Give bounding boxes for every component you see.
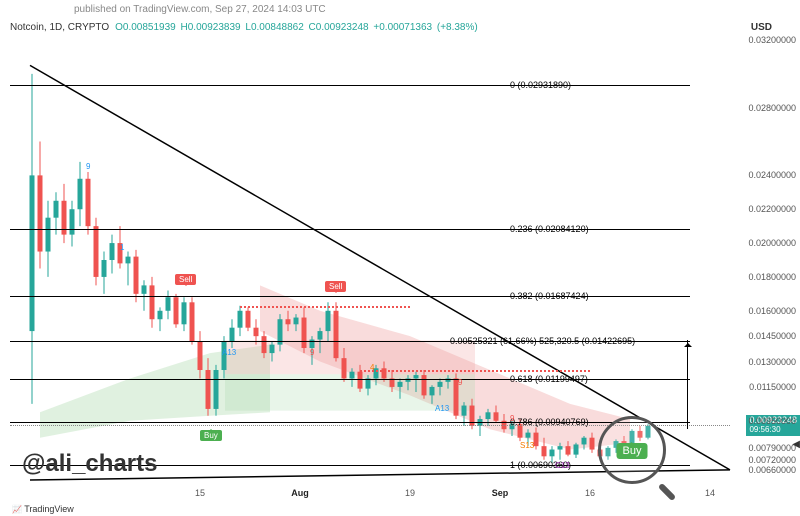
indicator-label: 9 <box>510 414 514 423</box>
magnifier-icon: Buy <box>598 416 666 484</box>
resistance-line <box>240 306 410 308</box>
y-tick: 0.01450000 <box>748 331 796 341</box>
fib-label: 0 (0.02931890) <box>510 80 571 90</box>
ohlc-values: O0.00851939 H0.00923839 L0.00848862 C0.0… <box>115 22 480 33</box>
indicator-label: 9 <box>86 162 90 171</box>
y-tick: 0.02400000 <box>748 170 796 180</box>
indicator-label: 9 <box>458 378 462 387</box>
published-line: published on TradingView.com, Sep 27, 20… <box>74 4 326 15</box>
y-tick: 0.00790000 <box>748 443 796 453</box>
x-tick: Aug <box>291 488 309 498</box>
x-tick: 15 <box>195 488 205 498</box>
y-tick: 0.01600000 <box>748 306 796 316</box>
symbol-label: Notcoin, 1D, CRYPTO <box>10 22 109 33</box>
pct-val: (+8.38%) <box>437 22 478 33</box>
indicator-label: 9 <box>310 348 314 357</box>
plot-svg <box>10 40 730 480</box>
x-tick: 19 <box>405 488 415 498</box>
fib-label: 0.618 (0.01199497) <box>510 374 588 384</box>
x-tick: 14 <box>705 488 715 498</box>
y-tick: 0.02800000 <box>748 103 796 113</box>
tradingview-logo: TradingView <box>12 504 74 514</box>
buy-signal: Buy <box>617 443 648 459</box>
sell-marker: Sell <box>175 274 196 285</box>
resistance-line <box>360 370 590 372</box>
fib-line <box>10 85 690 86</box>
y-axis: 0.032000000.028000000.024000000.02200000… <box>730 40 800 480</box>
fib-label: 0.382 (0.01687424) <box>510 291 589 301</box>
y-tick: 0.01300000 <box>748 357 796 367</box>
indicator-label: 1 <box>120 243 124 252</box>
y-tick: 0.02000000 <box>748 238 796 248</box>
y-tick: 0.00950000 <box>748 416 796 426</box>
indicator-label: A13 <box>222 348 236 357</box>
high-val: 0.00923839 <box>188 22 241 33</box>
buy-marker: Buy <box>200 430 222 441</box>
indicator-label: C13 <box>555 461 570 470</box>
fib-line <box>10 379 690 380</box>
y-tick: 0.00720000 <box>748 455 796 465</box>
ohlc-header: Notcoin, 1D, CRYPTO O0.00851939 H0.00923… <box>10 22 480 33</box>
fib-label: 0.236 (0.02084120) <box>510 224 589 234</box>
sell-marker: Sell <box>325 281 346 292</box>
currency-label: USD <box>751 22 772 33</box>
indicator-label: 4 <box>370 363 374 372</box>
indicator-label: S13 <box>520 441 534 450</box>
close-val: 0.00923248 <box>316 22 369 33</box>
low-val: 0.00848862 <box>251 22 304 33</box>
indicator-label: A13 <box>435 404 449 413</box>
y-tick: 0.02200000 <box>748 204 796 214</box>
fib-label: 0.00525321 (61.66%) 525,320.5 (0.0142269… <box>450 336 635 346</box>
x-tick: Sep <box>492 488 509 498</box>
open-val: 0.00851939 <box>123 22 176 33</box>
y-tick: 0.01800000 <box>748 272 796 282</box>
watermark: @ali_charts <box>22 450 157 478</box>
y-tick: 0.03200000 <box>748 35 796 45</box>
x-axis: 15 Aug 19 Sep 16 14 <box>10 488 730 502</box>
y-tick: 0.01150000 <box>749 382 796 392</box>
y-tick: 0.00660000 <box>748 465 796 475</box>
target-arrow <box>687 340 688 429</box>
change-val: +0.00071363 <box>373 22 432 33</box>
x-tick: 16 <box>585 488 595 498</box>
chart-container: published on TradingView.com, Sep 27, 20… <box>0 0 800 516</box>
plot-area[interactable]: 0 (0.02931890) 0.236 (0.02084120) 0.382 (0… <box>10 40 730 480</box>
